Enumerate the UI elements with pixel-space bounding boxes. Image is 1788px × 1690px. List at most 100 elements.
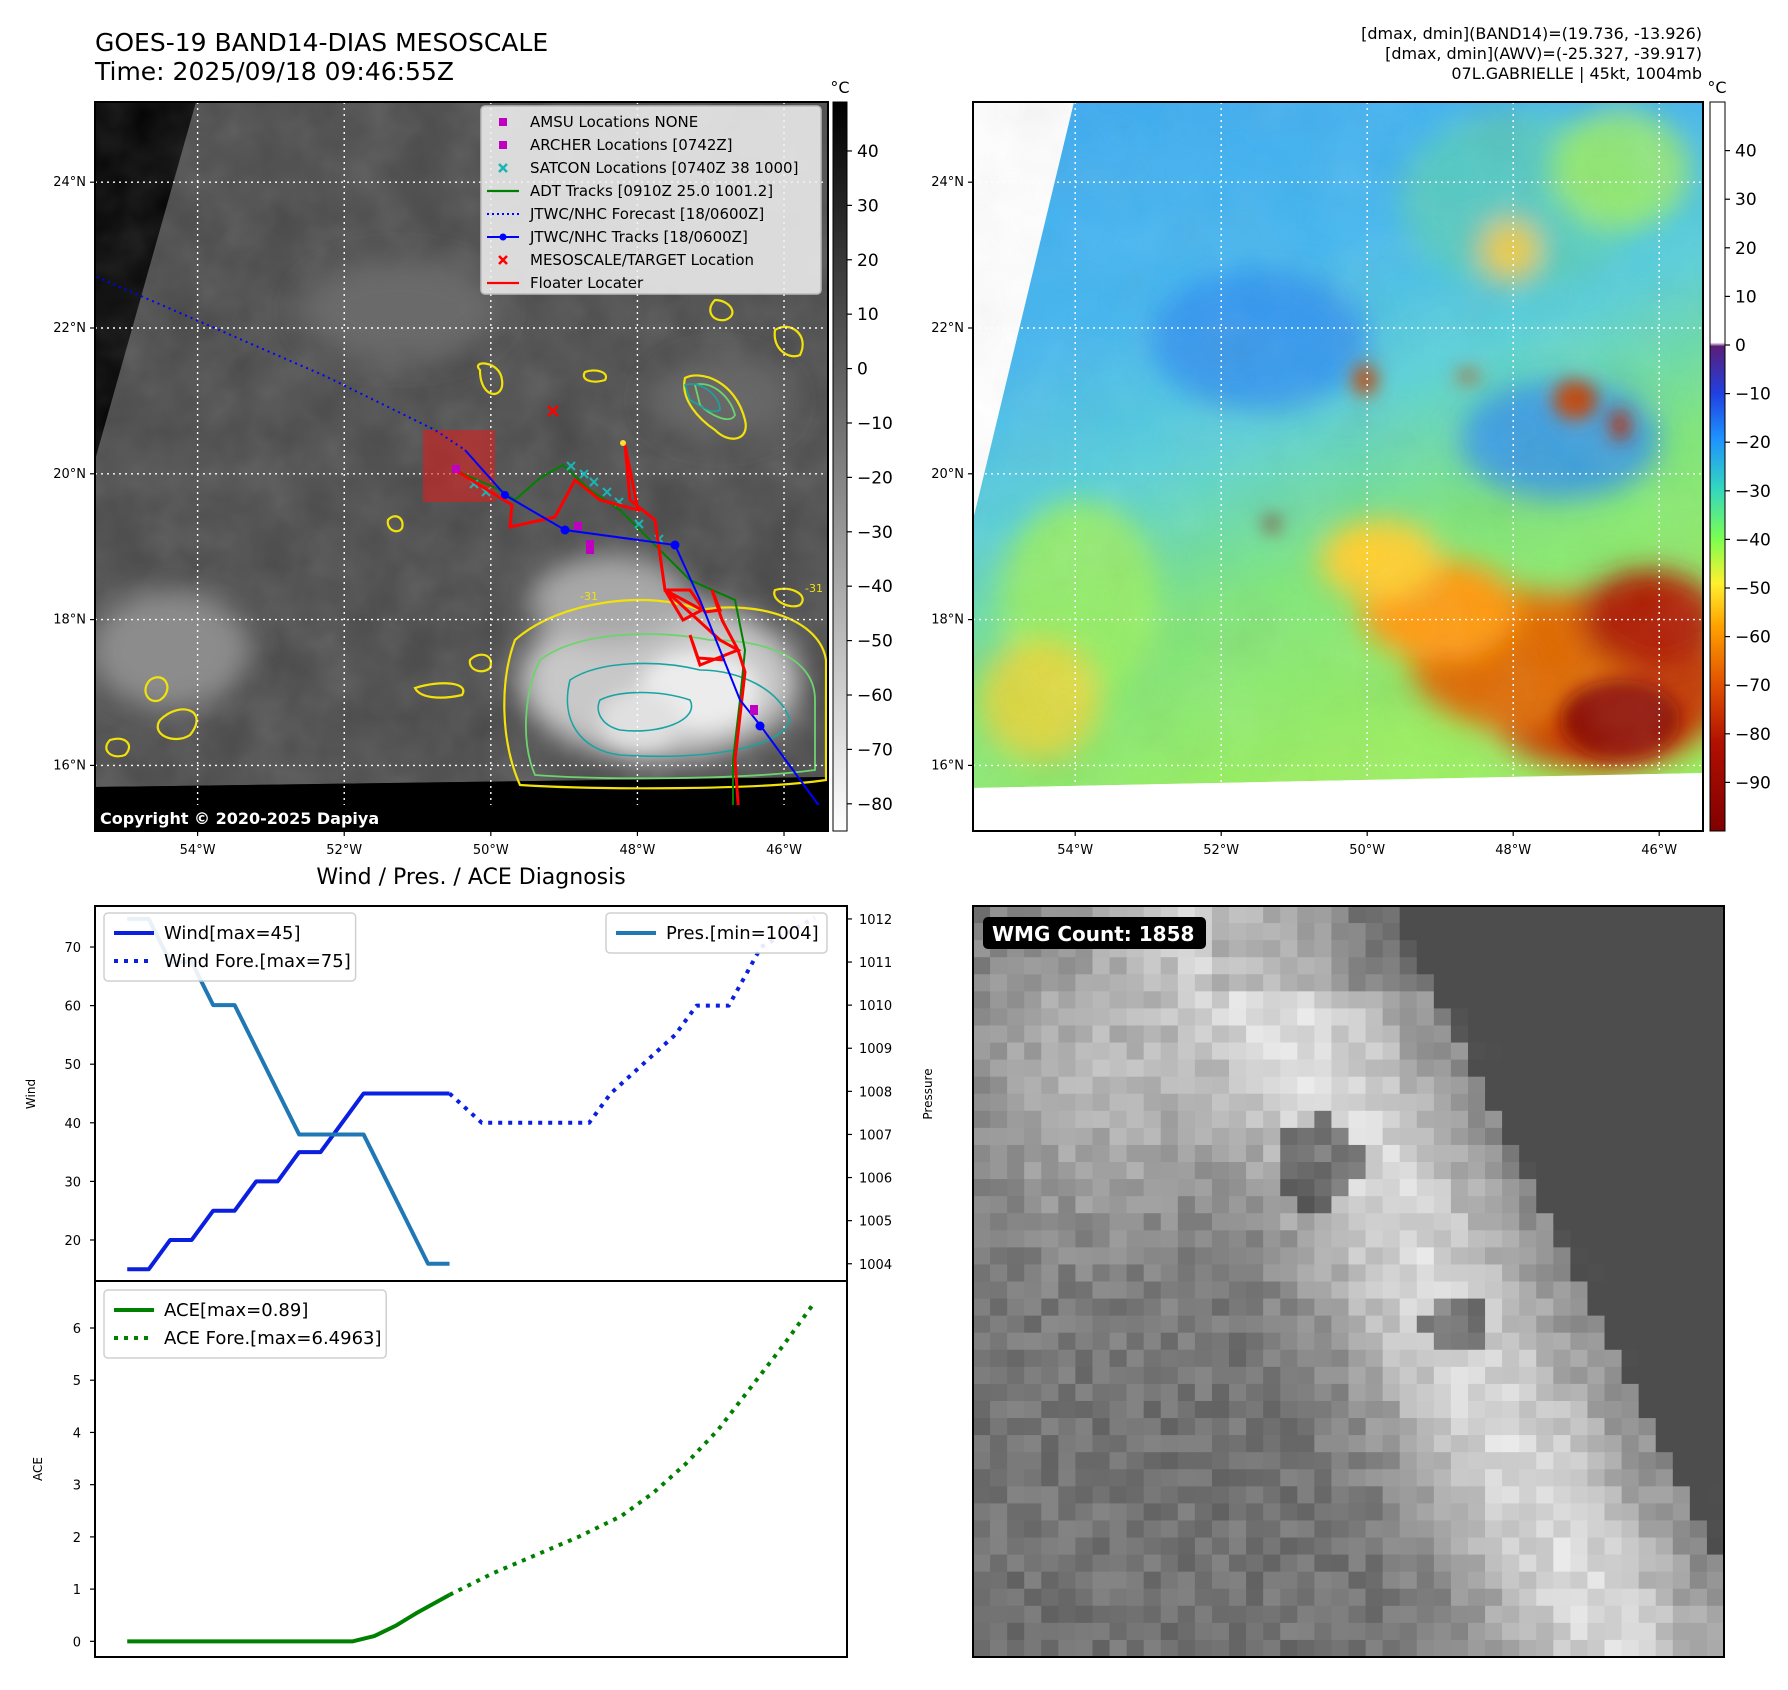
legend-item: MESOSCALE/TARGET Location xyxy=(498,251,754,269)
awv-map-panel: 54°W 52°W 50°W 48°W 46°W 24°N 22°N 20°N 18°N 16°N xyxy=(931,101,1704,858)
y-tick-label: 6 xyxy=(73,1322,81,1337)
colorbar-tick-label: −50 xyxy=(857,632,893,652)
pressure-legend: Pres.[min=1004] xyxy=(605,912,828,954)
ir-lat-tick-label: 20°N xyxy=(53,467,86,482)
legend-x-icon xyxy=(498,163,508,173)
colorbar-tick-label: −10 xyxy=(1735,385,1771,405)
ir-lat-tick-label: 22°N xyxy=(53,321,86,336)
legend-x-icon xyxy=(498,255,508,265)
colorbar-tick-label: −20 xyxy=(1735,433,1771,453)
storm-info: 07L.GABRIELLE | 45kt, 1004mb xyxy=(1451,64,1702,83)
colorbar-tick-label: −70 xyxy=(857,740,893,760)
colorbar-tick-label: 10 xyxy=(1735,287,1757,307)
legend-label: ARCHER Locations [0742Z] xyxy=(530,136,733,154)
colorbar-tick-label: −30 xyxy=(857,523,893,543)
y-tick-label: 60 xyxy=(64,1000,81,1015)
jtwc-track-points xyxy=(501,491,765,731)
y2-tick-label: 1005 xyxy=(859,1215,892,1230)
colorbar-tick-label: −30 xyxy=(1735,482,1771,502)
colorbar-tick-label: 30 xyxy=(1735,190,1757,210)
y2-tick-label: 1006 xyxy=(859,1172,892,1187)
colorbar-tick-label: 10 xyxy=(857,305,879,325)
adt-track-line xyxy=(454,463,747,831)
colorbar-tick-label: −20 xyxy=(857,468,893,488)
colorbar-tick-label: −40 xyxy=(1735,530,1771,550)
ace-legend: ACE[max=0.89] ACE Fore.[max=6.4963] xyxy=(103,1289,387,1359)
legend-label: Pres.[min=1004] xyxy=(666,923,819,944)
colorbar-tick-label: −50 xyxy=(1735,579,1771,599)
legend-item: SATCON Locations [0740Z 38 1000] xyxy=(498,159,798,177)
map-legend: AMSU Locations NONE ARCHER Locations [074… xyxy=(480,105,822,295)
awv-lon-tick-label: 48°W xyxy=(1495,843,1531,858)
legend-item: Floater Locater xyxy=(487,274,644,292)
y2-tick-label: 1011 xyxy=(859,956,892,971)
colorbar-tick-label: 40 xyxy=(857,142,879,162)
diagnosis-title: Wind / Pres. / ACE Diagnosis xyxy=(316,865,625,890)
mesoscale-target-marker xyxy=(547,405,559,417)
colorbar-tick-label: 20 xyxy=(857,251,879,271)
awv-lon-tick-label: 50°W xyxy=(1349,843,1385,858)
colorbar-tick-label: −80 xyxy=(857,795,893,815)
ir-contour-label: -31 xyxy=(805,582,823,595)
ir-colorbar: °C 40 30 20 10 0 −10 −20 −30 −40 −50 −60 −70 −80 xyxy=(830,78,893,832)
y-tick-label: 50 xyxy=(64,1058,81,1073)
legend-label: ACE[max=0.89] xyxy=(164,1300,308,1321)
awv-colorbar: °C 40 30 20 10 0 −10 −20 −30 −40 −50 −60 −70 −80 −90 xyxy=(1707,78,1771,832)
colorbar-tick-label: 40 xyxy=(1735,142,1757,162)
copyright-text: Copyright © 2020-2025 Dapiya xyxy=(100,809,379,828)
ir-lon-tick-label: 50°W xyxy=(473,843,509,858)
colorbar-tick-label: −40 xyxy=(857,577,893,597)
awv-axis-ticks: 54°W 52°W 50°W 48°W 46°W 24°N 22°N 20°N 18°N 16°N xyxy=(931,175,1677,858)
ir-contours-green xyxy=(525,383,816,780)
y-tick-label: 70 xyxy=(64,941,81,956)
awv-lon-tick-label: 54°W xyxy=(1057,843,1093,858)
legend-label: Wind Fore.[max=75] xyxy=(164,951,351,972)
wmg-count-label: WMG Count: 1858 xyxy=(992,922,1194,946)
wind-legend: Wind[max=45] Wind Fore.[max=75] xyxy=(103,912,357,982)
archer-markers xyxy=(452,465,758,715)
legend-label: MESOSCALE/TARGET Location xyxy=(530,251,754,269)
legend-square-icon xyxy=(499,141,507,149)
legend-label: SATCON Locations [0740Z 38 1000] xyxy=(530,159,798,177)
y-tick-label: 0 xyxy=(73,1635,81,1650)
pressure-axis-label: Pressure xyxy=(921,1068,935,1119)
stats-awv: [dmax, dmin](AWV)=(-25.327, -39.917) xyxy=(1385,44,1702,63)
series-line xyxy=(127,1091,450,1272)
y-tick-label: 5 xyxy=(73,1374,81,1389)
awv-gridlines xyxy=(973,102,1703,831)
awv-lat-tick-label: 18°N xyxy=(931,613,964,628)
ir-contours-yellow xyxy=(105,298,828,790)
legend-item: JTWC/NHC Forecast [18/0600Z] xyxy=(487,205,764,223)
legend-square-icon xyxy=(499,118,507,126)
colorbar-tick-label: 0 xyxy=(857,360,868,380)
legend-label: ACE Fore.[max=6.4963] xyxy=(164,1328,382,1349)
awv-lat-tick-label: 20°N xyxy=(931,467,964,482)
ace-axis-label: ACE xyxy=(31,1457,45,1481)
ir-map-panel: -31 -31 xyxy=(53,101,829,858)
legend-label: JTWC/NHC Forecast [18/0600Z] xyxy=(529,205,764,223)
legend-item: JTWC/NHC Tracks [18/0600Z] xyxy=(487,228,748,246)
legend-label: Floater Locater xyxy=(530,274,644,292)
ir-lon-tick-label: 46°W xyxy=(766,843,802,858)
ace-chart: 0 1 2 3 4 5 6 ACE[max=0.89] ACE Fore.[max=6.496… xyxy=(31,1280,848,1658)
stats-band14: [dmax, dmin](BAND14)=(19.736, -13.926) xyxy=(1361,24,1702,43)
y-tick-label: 4 xyxy=(73,1426,81,1441)
ir-cold-tops xyxy=(600,650,760,750)
y2-tick-label: 1008 xyxy=(859,1085,892,1100)
colorbar-tick-label: 30 xyxy=(857,196,879,216)
legend-item: ADT Tracks [0910Z 25.0 1001.2] xyxy=(487,182,773,200)
svg-text:-31: -31 xyxy=(580,590,598,603)
legend-label: AMSU Locations NONE xyxy=(530,113,698,131)
legend-item: AMSU Locations NONE xyxy=(499,113,698,131)
y-tick-label: 3 xyxy=(73,1479,81,1494)
wind-axis-label: Wind xyxy=(24,1079,38,1109)
ir-lon-tick-label: 52°W xyxy=(326,843,362,858)
colorbar-tick-label: −60 xyxy=(1735,628,1771,648)
colorbar-tick-label: −70 xyxy=(1735,676,1771,696)
y-tick-label: 2 xyxy=(73,1531,81,1546)
awv-colorbar-unit: °C xyxy=(1707,78,1726,97)
awv-lon-tick-label: 52°W xyxy=(1203,843,1239,858)
wind-pressure-chart: 20 30 40 50 60 70 1004 1005 1006 1007 1008 1009 1010… xyxy=(24,905,935,1282)
awv-lat-tick-label: 24°N xyxy=(931,175,964,190)
